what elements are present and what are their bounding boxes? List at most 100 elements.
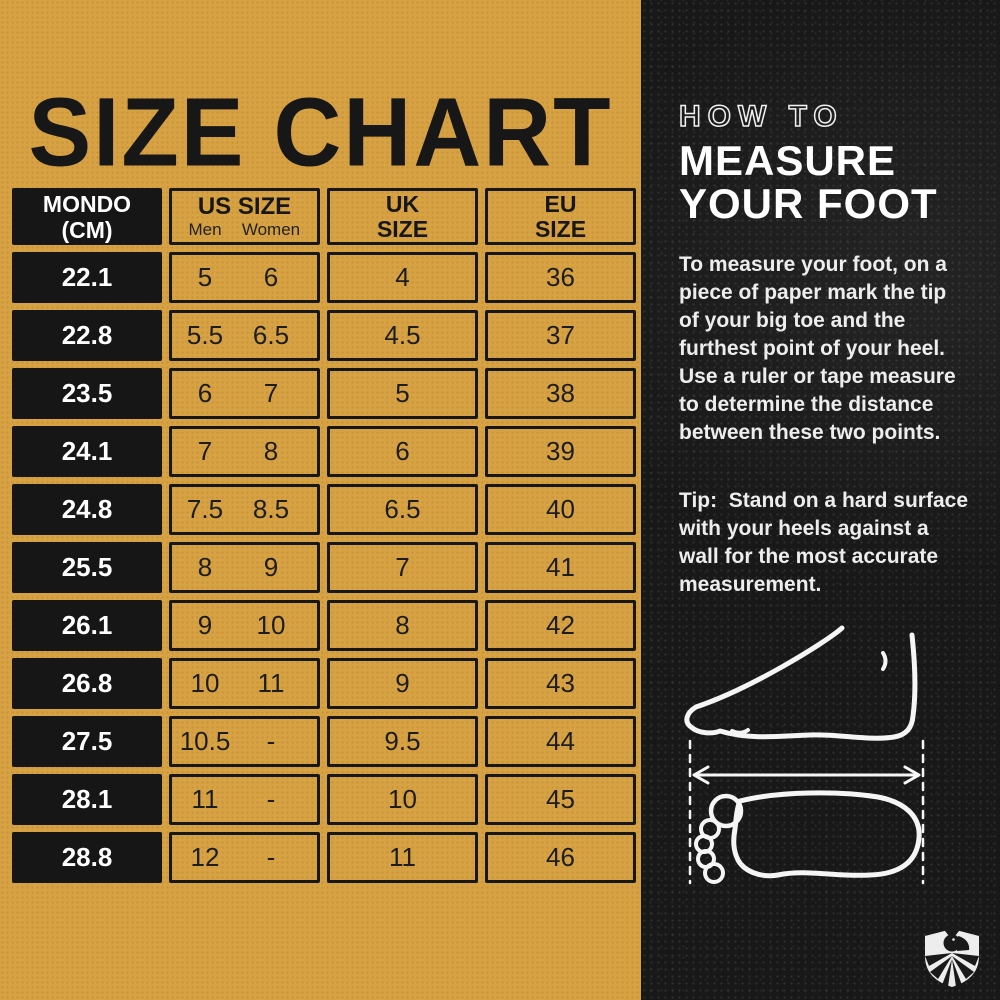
arrowhead-right bbox=[903, 765, 921, 785]
howto-heading-line2: MEASURE bbox=[679, 137, 897, 184]
us-size-pair: 7 8 bbox=[172, 436, 317, 467]
us-size-pair: 7.5 8.5 bbox=[172, 494, 317, 525]
us-women-value: - bbox=[266, 784, 276, 814]
header-us-size: US SIZE Men Women bbox=[169, 188, 320, 245]
measure-tip: Tip: Stand on a hard surface with your h… bbox=[679, 489, 974, 596]
uk-size-cell: 6.5 bbox=[327, 484, 478, 535]
us-women-value: 8.5 bbox=[252, 494, 290, 524]
us-size-cell: 8 9 bbox=[169, 542, 320, 593]
us-size-cell: 7.5 8.5 bbox=[169, 484, 320, 535]
us-men-value: 7.5 bbox=[186, 494, 224, 524]
us-men-value: 10 bbox=[190, 668, 220, 698]
uk-size-cell: 6 bbox=[327, 426, 478, 477]
eagle-shield-logo bbox=[922, 926, 982, 988]
mondo-cell: 22.8 bbox=[12, 310, 162, 361]
us-size-pair: 10 11 bbox=[172, 668, 317, 699]
eu-size-cell: 42 bbox=[485, 600, 636, 651]
header-eu-line2: SIZE bbox=[534, 215, 587, 242]
eagle-shield-icon bbox=[925, 927, 979, 987]
mondo-cell: 25.5 bbox=[12, 542, 162, 593]
us-men-value: 12 bbox=[190, 842, 220, 872]
header-uk-line2: SIZE bbox=[376, 215, 429, 242]
uk-size-cell: 11 bbox=[327, 832, 478, 883]
us-men-value: 5.5 bbox=[186, 320, 224, 350]
header-mondo-line2: (CM) bbox=[61, 216, 113, 243]
us-size-pair: 9 10 bbox=[172, 610, 317, 641]
mondo-cell: 22.1 bbox=[12, 252, 162, 303]
us-women-value: 6.5 bbox=[252, 320, 290, 350]
us-size-cell: 7 8 bbox=[169, 426, 320, 477]
header-uk-size: UK SIZE bbox=[327, 188, 478, 245]
header-mondo-line1: MONDO bbox=[42, 190, 132, 217]
us-men-value: 11 bbox=[191, 784, 219, 814]
header-us-women: Women bbox=[241, 219, 301, 239]
us-women-value: 10 bbox=[256, 610, 286, 640]
us-men-value: 9 bbox=[197, 610, 213, 640]
us-men-value: 5 bbox=[197, 262, 213, 292]
mondo-cell: 28.1 bbox=[12, 774, 162, 825]
eu-size-cell: 36 bbox=[485, 252, 636, 303]
header-us-men: Men bbox=[188, 219, 222, 239]
mondo-cell: 24.8 bbox=[12, 484, 162, 535]
eu-size-cell: 37 bbox=[485, 310, 636, 361]
eu-size-cell: 43 bbox=[485, 658, 636, 709]
mondo-cell: 27.5 bbox=[12, 716, 162, 767]
us-size-cell: 12 - bbox=[169, 832, 320, 883]
us-size-cell: 10.5 - bbox=[169, 716, 320, 767]
how-to-measure-panel: HOW TO MEASURE YOUR FOOT To measure your… bbox=[641, 0, 1000, 1000]
foot-measurement-diagram bbox=[680, 623, 966, 898]
us-women-value: - bbox=[266, 726, 276, 756]
header-uk-line1: UK bbox=[385, 190, 420, 217]
mondo-cell: 26.1 bbox=[12, 600, 162, 651]
size-table: MONDO (CM) US SIZE Men Women UK SIZE EU … bbox=[12, 188, 636, 883]
eu-size-cell: 46 bbox=[485, 832, 636, 883]
us-women-value: 8 bbox=[263, 436, 279, 466]
size-chart-panel: SIZE CHART MONDO (CM) US SIZE Men Women … bbox=[0, 0, 641, 1000]
uk-size-cell: 7 bbox=[327, 542, 478, 593]
us-men-value: 6 bbox=[197, 378, 213, 408]
uk-size-cell: 9.5 bbox=[327, 716, 478, 767]
eu-size-cell: 41 bbox=[485, 542, 636, 593]
header-eu-size: EU SIZE bbox=[485, 188, 636, 245]
howto-heading-line3: YOUR FOOT bbox=[679, 180, 938, 227]
page-title: SIZE CHART bbox=[28, 76, 613, 187]
us-size-pair: 11 - bbox=[172, 784, 317, 815]
us-size-cell: 11 - bbox=[169, 774, 320, 825]
us-women-value: - bbox=[266, 842, 276, 872]
howto-heading-outline: HOW TO bbox=[678, 99, 844, 134]
ankle-mark bbox=[881, 651, 888, 671]
uk-size-cell: 4.5 bbox=[327, 310, 478, 361]
us-size-pair: 12 - bbox=[172, 842, 317, 873]
uk-size-cell: 8 bbox=[327, 600, 478, 651]
eu-size-cell: 40 bbox=[485, 484, 636, 535]
us-size-cell: 9 10 bbox=[169, 600, 320, 651]
eu-size-cell: 39 bbox=[485, 426, 636, 477]
us-women-value: 9 bbox=[263, 552, 279, 582]
toe-5 bbox=[703, 862, 725, 884]
header-mondo-cm: MONDO (CM) bbox=[12, 188, 162, 245]
us-size-pair: 8 9 bbox=[172, 552, 317, 583]
footprint-sole-outline bbox=[731, 790, 922, 879]
uk-size-cell: 4 bbox=[327, 252, 478, 303]
eu-size-cell: 44 bbox=[485, 716, 636, 767]
uk-size-cell: 10 bbox=[327, 774, 478, 825]
mondo-cell: 24.1 bbox=[12, 426, 162, 477]
mondo-cell: 26.8 bbox=[12, 658, 162, 709]
us-women-value: 6 bbox=[263, 262, 279, 292]
us-size-pair: 5.5 6.5 bbox=[172, 320, 317, 351]
foot-diagram-svg bbox=[684, 625, 925, 885]
us-men-value: 10.5 bbox=[179, 726, 231, 756]
uk-size-cell: 9 bbox=[327, 658, 478, 709]
big-toe bbox=[708, 793, 744, 829]
header-us-title: US SIZE bbox=[197, 192, 292, 220]
us-size-cell: 6 7 bbox=[169, 368, 320, 419]
us-size-pair: 5 6 bbox=[172, 262, 317, 293]
us-size-pair: 6 7 bbox=[172, 378, 317, 409]
us-women-value: 7 bbox=[263, 378, 279, 408]
measure-instructions: To measure your foot, on a piece of pape… bbox=[679, 253, 956, 444]
us-size-pair: 10.5 - bbox=[172, 726, 317, 757]
us-size-cell: 5.5 6.5 bbox=[169, 310, 320, 361]
us-men-value: 7 bbox=[197, 436, 213, 466]
header-eu-line1: EU bbox=[544, 190, 577, 217]
arrowhead-left bbox=[692, 765, 710, 785]
